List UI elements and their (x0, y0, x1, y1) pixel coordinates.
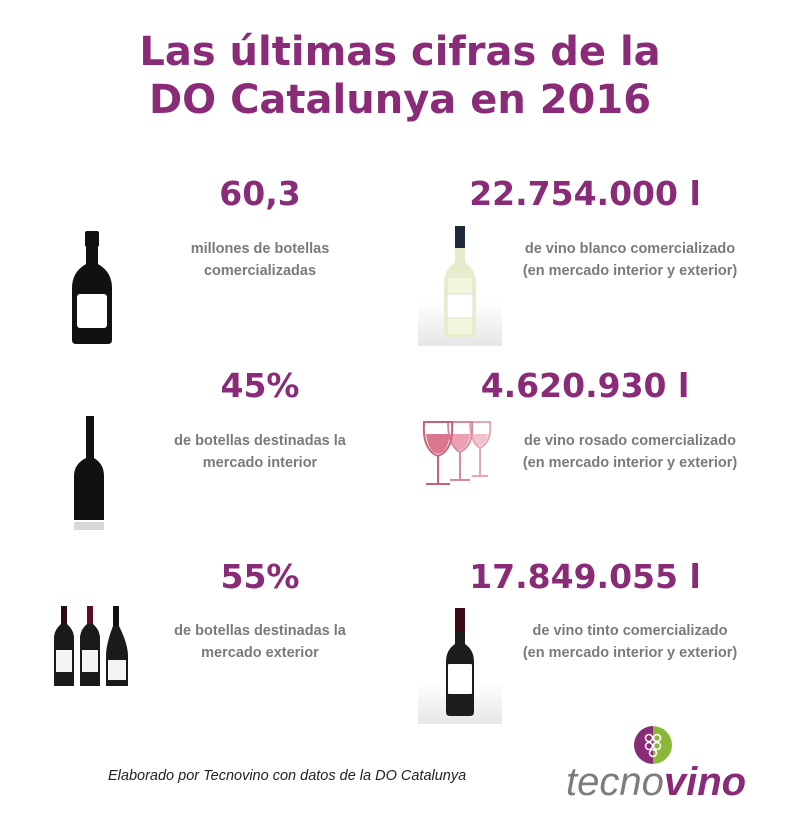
rose-wine-glasses-icon (422, 421, 492, 485)
credit-text: Elaborado por Tecnovino con datos de la … (108, 768, 467, 784)
stat-desc-bottles: millones de botellas comercializadas (190, 241, 330, 279)
stat-value-red-wine: 17.849.055 l (469, 557, 701, 596)
stat-desc-red-wine: de vino tinto comercializado (en mercado … (522, 623, 738, 661)
title-line-1: Las últimas cifras de la (139, 29, 661, 75)
title-line-2: DO Catalunya en 2016 (148, 77, 652, 123)
stat-desc-interior: de botellas destinadas la mercado interio… (174, 433, 346, 471)
tecnovino-logo-icon (634, 726, 672, 764)
white-wine-bottle-icon (418, 226, 502, 346)
page-title: Las últimas cifras de la DO Catalunya en… (0, 28, 800, 124)
logo-part-vino: vino (663, 760, 747, 804)
logo-part-tecno: tecno (566, 760, 664, 804)
stat-desc-exterior: de botellas destinadas la mercado exterio… (174, 623, 346, 661)
red-wine-bottle-icon (418, 608, 502, 724)
stat-desc-rose-wine: de vino rosado comercializado (en mercado… (522, 433, 738, 471)
stat-value-bottles: 60,3 (219, 174, 301, 213)
stat-value-interior: 45% (220, 366, 300, 405)
stat-value-exterior: 55% (220, 557, 300, 596)
stat-value-white-wine: 22.754.000 l (469, 174, 701, 213)
tecnovino-logo[interactable]: tecnovino (566, 760, 746, 805)
stat-value-rose-wine: 4.620.930 l (480, 366, 690, 405)
bottle-silhouette-icon (74, 416, 104, 530)
black-bottle-icon (72, 231, 112, 344)
stat-desc-white-wine: de vino blanco comercializado (en mercado… (522, 241, 738, 279)
three-bottles-icon (54, 606, 128, 686)
